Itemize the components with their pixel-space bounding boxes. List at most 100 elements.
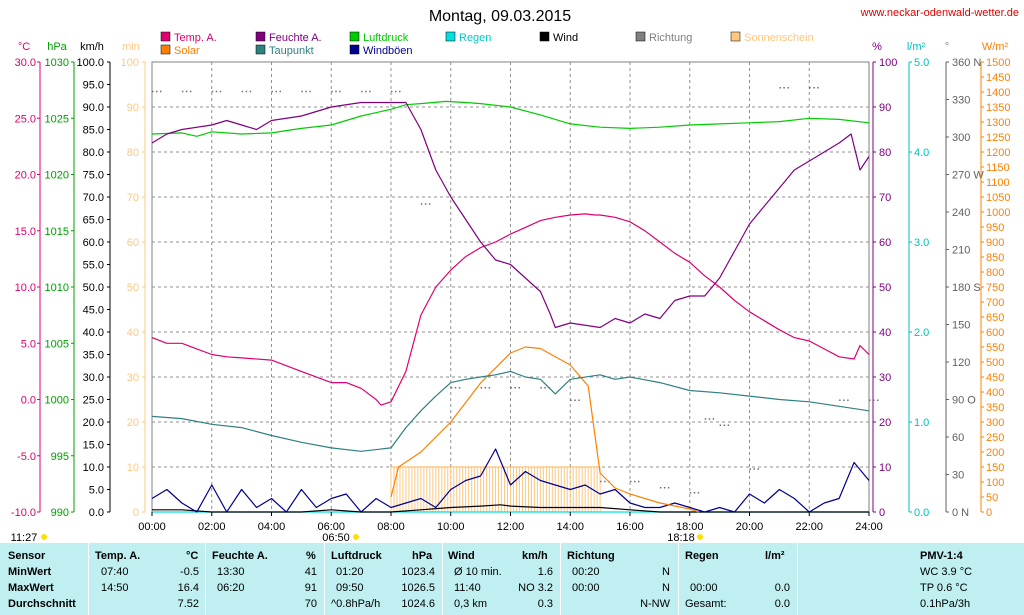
humidity-tick-label-4: 60 bbox=[879, 237, 891, 249]
direction-dot bbox=[689, 492, 692, 494]
max-pressure-value: 1026.5 bbox=[401, 582, 435, 594]
legend-label-1: Feuchte A. bbox=[269, 32, 322, 44]
solar-tick-label-8: 1100 bbox=[986, 177, 1010, 189]
series-line-wind bbox=[152, 504, 869, 513]
wind-tick-label-7: 65.0 bbox=[83, 215, 104, 227]
direction-dot bbox=[335, 90, 337, 93]
solar-tick-label-11: 950 bbox=[986, 222, 1004, 234]
x-tick-label-7: 14:00 bbox=[556, 521, 584, 533]
min-direction-value: N bbox=[662, 566, 670, 578]
site-url: www.neckar-odenwald-wetter.de bbox=[860, 7, 1019, 19]
direction-dot bbox=[518, 387, 520, 389]
sun-tick-label-6: 40 bbox=[127, 327, 139, 339]
solar-tick-label-2: 1400 bbox=[986, 87, 1010, 99]
direction-dot bbox=[659, 487, 662, 489]
direction-dot bbox=[873, 399, 875, 401]
solar-tick-label-10: 1000 bbox=[986, 207, 1010, 219]
direction-tick-label-0: 360 N bbox=[952, 57, 981, 69]
direction-dot bbox=[574, 399, 576, 401]
header-pressure: Luftdruck bbox=[331, 550, 382, 562]
sun-tick-label-2: 80 bbox=[127, 147, 139, 159]
direction-dot bbox=[727, 424, 730, 426]
direction-dot bbox=[484, 387, 487, 389]
sun-tick-label-10: 0 bbox=[133, 507, 139, 519]
direction-dot bbox=[365, 90, 367, 93]
wind-tick-label-6: 70.0 bbox=[83, 192, 104, 204]
direction-dot bbox=[847, 399, 849, 401]
wind-tick-label-20: 0.0 bbox=[89, 507, 104, 519]
rain-total-label: Gesamt: bbox=[685, 598, 727, 610]
header-temp: Temp. A. bbox=[95, 550, 141, 562]
sunrise-label: 06:50 bbox=[322, 532, 350, 543]
solar-tick-label-28: 100 bbox=[986, 477, 1004, 489]
direction-dot bbox=[361, 90, 363, 93]
x-tick-label-8: 16:00 bbox=[616, 521, 644, 533]
direction-tick-label-5: 210 bbox=[952, 245, 970, 257]
wind-tick-label-8: 60.0 bbox=[83, 237, 104, 249]
min-direction-time: 00:20 bbox=[572, 566, 600, 578]
rain-unit-label: l/m² bbox=[907, 41, 926, 53]
wind-tick-label-13: 35.0 bbox=[83, 350, 104, 362]
row-avg-label: Durchschnitt bbox=[8, 598, 76, 610]
direction-dot bbox=[813, 87, 815, 89]
wind-tick-label-17: 15.0 bbox=[83, 440, 104, 452]
direction-dot bbox=[779, 87, 781, 89]
wind-tick-label-18: 10.0 bbox=[83, 462, 104, 474]
direction-dot bbox=[301, 90, 303, 93]
direction-dot bbox=[544, 387, 546, 389]
direction-dot bbox=[843, 399, 845, 401]
direction-dot bbox=[663, 487, 666, 489]
humidity-tick-label-3: 70 bbox=[879, 192, 891, 204]
sun-tick-label-1: 90 bbox=[127, 102, 139, 114]
solar-unit-label: W/m² bbox=[982, 41, 1009, 53]
moonrise-label: 11:27 bbox=[11, 532, 38, 543]
direction-dot bbox=[514, 387, 516, 389]
direction-dot bbox=[424, 203, 427, 205]
pressure-tick-label-3: 1015 bbox=[45, 226, 69, 238]
solar-tick-label-17: 650 bbox=[986, 312, 1004, 324]
chart-svg: Montag, 09.03.2015 www.neckar-odenwald-w… bbox=[10, 7, 1019, 544]
x-tick-label-4: 08:00 bbox=[377, 521, 405, 533]
legend-label-0: Temp. A. bbox=[174, 32, 217, 44]
temp-tick-label-1: 25.0 bbox=[15, 113, 36, 125]
legend-swatch-6 bbox=[730, 31, 741, 42]
sunset-icon bbox=[697, 534, 703, 540]
direction-dot bbox=[395, 90, 397, 93]
direction-dot bbox=[510, 387, 512, 389]
max-rain-time: 00:00 bbox=[690, 582, 718, 594]
solar-tick-label-24: 300 bbox=[986, 417, 1004, 429]
direction-dot bbox=[757, 468, 759, 470]
max-wind-value: NO 3.2 bbox=[518, 582, 553, 594]
wind-tick-label-1: 95.0 bbox=[83, 80, 104, 92]
direction-dot bbox=[211, 90, 214, 93]
legend-swatch-1 bbox=[255, 31, 266, 42]
humidity-tick-label-0: 100 bbox=[879, 57, 897, 69]
direction-tick-label-4: 240 bbox=[952, 207, 970, 219]
direction-dot bbox=[839, 399, 841, 401]
pressure-tick-label-5: 1005 bbox=[45, 338, 69, 350]
legend-label-6: Sonnenschein bbox=[744, 32, 814, 44]
direction-dot bbox=[877, 399, 879, 401]
direction-dot bbox=[275, 90, 277, 93]
direction-dot bbox=[817, 87, 819, 89]
direction-dot bbox=[600, 480, 602, 483]
direction-tick-label-1: 330 bbox=[952, 95, 970, 107]
wind-tick-label-0: 100.0 bbox=[76, 57, 104, 69]
direction-dot bbox=[249, 90, 252, 93]
solar-tick-label-1: 1450 bbox=[986, 72, 1010, 84]
direction-dot bbox=[869, 399, 871, 401]
direction-dot bbox=[181, 90, 184, 93]
pressure-tick-label-4: 1010 bbox=[45, 282, 69, 294]
solar-tick-label-6: 1200 bbox=[986, 147, 1010, 159]
direction-dot bbox=[279, 90, 281, 93]
legend-swatch-7 bbox=[160, 44, 171, 55]
rain-tick-label-4: 1.0 bbox=[914, 417, 929, 429]
header-direction: Richtung bbox=[567, 550, 615, 562]
solar-tick-label-4: 1300 bbox=[986, 117, 1010, 129]
direction-dot bbox=[578, 399, 580, 401]
header-rain-unit: l/m² bbox=[765, 550, 785, 562]
direction-dot bbox=[570, 399, 572, 401]
x-tick-label-9: 18:00 bbox=[676, 521, 704, 533]
rain-tick-label-1: 4.0 bbox=[914, 147, 929, 159]
